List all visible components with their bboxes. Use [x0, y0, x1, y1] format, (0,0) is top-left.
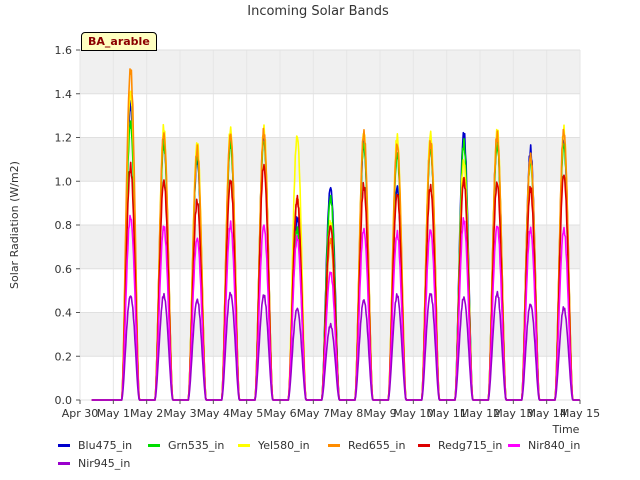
x-tick-label: May 6 [263, 407, 296, 420]
legend-swatch [238, 443, 250, 447]
legend-item: Redg715_in [418, 439, 508, 452]
x-tick-label: May 11 [427, 407, 467, 420]
legend-row: Blu475_in Grn535_in Yel580_in Red655_in Redg… [58, 436, 628, 454]
y-tick-label: 0.0 [55, 394, 73, 407]
legend-label: Red655_in [348, 438, 406, 452]
x-tick-label: May 7 [297, 407, 330, 420]
x-tick-label: May 4 [197, 407, 230, 420]
legend-swatch [58, 461, 70, 465]
x-tick-label: May 15 [560, 407, 600, 420]
legend: Blu475_in Grn535_in Yel580_in Red655_in Redg… [58, 436, 628, 472]
y-tick-label: 1.6 [55, 44, 73, 57]
x-tick-label: May 5 [230, 407, 263, 420]
y-tick-label: 0.8 [55, 219, 73, 232]
y-tick-label: 0.2 [55, 350, 73, 363]
legend-label: Nir840_in [528, 438, 581, 452]
legend-swatch [508, 443, 520, 447]
x-tick-label: Apr 30 [62, 407, 99, 420]
site-annotation: BA_arable [81, 32, 157, 51]
y-axis-label: Solar Radiation (W/m2) [8, 161, 21, 289]
legend-swatch [328, 443, 340, 447]
legend-item: Nir945_in [58, 457, 148, 470]
y-tick-label: 1.0 [55, 175, 73, 188]
legend-item: Grn535_in [148, 439, 238, 452]
legend-item: Yel580_in [238, 439, 328, 452]
legend-swatch [148, 443, 160, 447]
x-tick-label: May 14 [527, 407, 567, 420]
x-tick-label: May 10 [393, 407, 433, 420]
x-tick-label: May 1 [97, 407, 130, 420]
y-tick-label: 1.4 [55, 88, 73, 101]
y-tick-label: 0.6 [55, 263, 73, 276]
plot-band [80, 50, 580, 94]
legend-label: Nir945_in [78, 456, 131, 470]
plot-band [80, 312, 580, 357]
legend-row: Nir945_in [58, 454, 628, 472]
legend-swatch [58, 443, 70, 447]
y-tick-label: 0.4 [55, 307, 73, 320]
legend-label: Blu475_in [78, 438, 133, 452]
legend-item: Blu475_in [58, 439, 148, 452]
x-tick-label: May 8 [330, 407, 363, 420]
x-tick-label: May 2 [130, 407, 163, 420]
legend-swatch [418, 443, 430, 447]
legend-item: Red655_in [328, 439, 418, 452]
x-tick-label: May 13 [493, 407, 533, 420]
x-axis-label: Time [552, 423, 580, 436]
y-tick-label: 1.2 [55, 132, 73, 145]
legend-label: Yel580_in [258, 438, 310, 452]
legend-label: Grn535_in [168, 438, 225, 452]
x-tick-label: May 12 [460, 407, 500, 420]
legend-item: Nir840_in [508, 439, 598, 452]
x-tick-label: May 3 [163, 407, 196, 420]
chart-title: Incoming Solar Bands [247, 4, 389, 19]
legend-label: Redg715_in [438, 438, 503, 452]
x-tick-label: May 9 [363, 407, 396, 420]
plot-band [80, 137, 580, 182]
